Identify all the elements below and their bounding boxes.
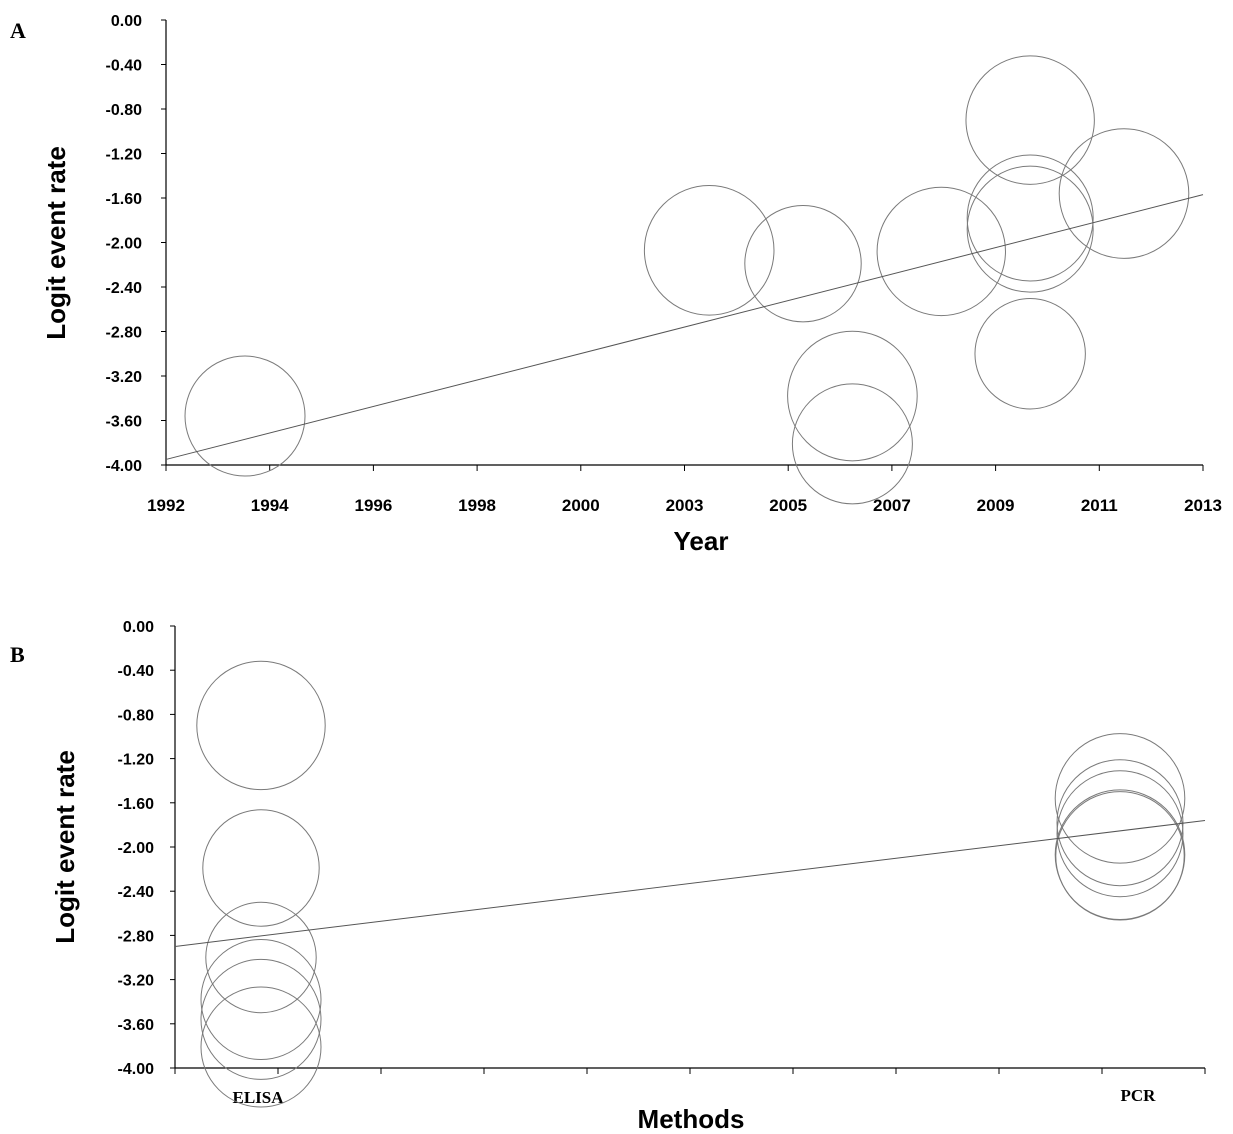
- panel-label: A: [10, 18, 26, 43]
- y-tick-label: -4.00: [106, 458, 143, 475]
- y-tick-label: -2.80: [106, 325, 143, 342]
- study-bubble: [1056, 770, 1184, 898]
- x-tick-label: 2007: [873, 496, 911, 515]
- y-tick-label: -2.00: [106, 236, 143, 253]
- panel-a-year-chart: A 0.00 -0.40 -0.80 -1.20 -1.60 -2.00 -2.40 -2.80…: [10, 13, 1222, 556]
- y-tick-label: -1.60: [118, 796, 155, 813]
- study-bubble: [1054, 733, 1186, 864]
- x-tick-label: 2013: [1184, 496, 1222, 515]
- study-bubble: [643, 184, 775, 316]
- study-bubble: [787, 330, 918, 462]
- x-tick-label: 2011: [1081, 496, 1118, 515]
- study-bubble: [966, 154, 1094, 282]
- y-tick-label: -1.20: [118, 752, 155, 769]
- study-bubble: [965, 55, 1095, 185]
- study-bubble: [1055, 791, 1185, 921]
- x-category-label: PCR: [1121, 1086, 1157, 1105]
- y-tick-label: -2.80: [118, 928, 155, 945]
- y-tick-label: -0.40: [106, 58, 143, 75]
- y-tick-label: -2.40: [118, 884, 155, 901]
- x-tick-label: 1996: [354, 496, 392, 515]
- y-tick-label: -3.60: [118, 1017, 155, 1034]
- x-category-label: ELISA: [232, 1088, 284, 1107]
- study-bubble: [791, 383, 913, 505]
- study-bubble: [744, 204, 862, 323]
- regression-line: [165, 194, 1204, 460]
- regression-line: [174, 819, 1206, 947]
- x-tick-label: 1994: [251, 496, 289, 515]
- y-tick-label: -1.20: [106, 147, 143, 164]
- study-bubble: [200, 986, 322, 1108]
- y-tick-label: -2.00: [118, 840, 155, 857]
- study-bubble: [966, 165, 1094, 293]
- y-axis-title: Logit event rate: [41, 146, 71, 340]
- y-tick-label: 0.00: [111, 13, 142, 30]
- study-bubble: [1054, 789, 1186, 921]
- x-tick-label: 2005: [769, 496, 807, 515]
- study-bubble: [205, 901, 317, 1014]
- y-tick-label: -3.20: [118, 973, 155, 990]
- y-tick-label: -4.00: [118, 1061, 155, 1078]
- study-bubble: [1056, 759, 1184, 887]
- x-axis-title: Year: [674, 526, 729, 556]
- x-tick-label: 2009: [977, 496, 1015, 515]
- y-tick-label: -0.80: [106, 102, 143, 119]
- y-tick-label: -2.40: [106, 280, 143, 297]
- y-tick-label: -1.60: [106, 191, 143, 208]
- study-bubble: [974, 298, 1086, 410]
- study-bubble: [876, 186, 1006, 317]
- y-tick-label: -0.40: [118, 663, 155, 680]
- study-bubble: [184, 355, 306, 477]
- y-tick-label: 0.00: [123, 619, 154, 636]
- x-tick-label: 2000: [562, 496, 600, 515]
- panel-b-methods-chart: B 0.00 -0.40 -0.80 -1.20 -1.60 -2.00 -2.40 -2.80…: [10, 619, 1206, 1134]
- study-bubble: [1058, 128, 1190, 259]
- study-bubble: [202, 809, 320, 927]
- y-axis-title: Logit event rate: [50, 750, 80, 944]
- x-tick-label: 1992: [147, 496, 185, 515]
- y-tick-label: -3.20: [106, 369, 143, 386]
- y-tick-label: -0.80: [118, 707, 155, 724]
- x-tick-label: 2003: [666, 496, 704, 515]
- x-axis-title: Methods: [638, 1104, 745, 1134]
- study-bubble: [200, 938, 322, 1060]
- y-tick-label: -3.60: [106, 414, 143, 431]
- panel-label: B: [10, 642, 25, 667]
- study-bubble: [196, 660, 326, 791]
- study-bubble: [200, 958, 322, 1080]
- x-tick-label: 1998: [458, 496, 496, 515]
